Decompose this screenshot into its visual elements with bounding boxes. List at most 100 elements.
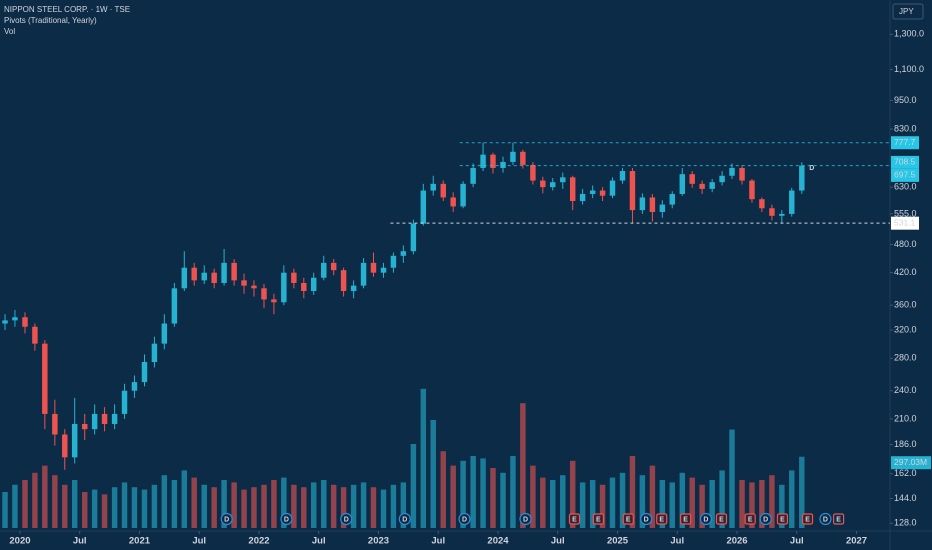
candle-body xyxy=(131,382,138,391)
indicator-label: Vol xyxy=(4,27,15,36)
event-label: E xyxy=(836,516,841,523)
event-icon xyxy=(398,512,411,526)
level-label: 777.7 xyxy=(894,137,916,147)
volume-bar xyxy=(101,494,108,528)
candle-body xyxy=(530,164,536,181)
candle-body xyxy=(181,267,188,289)
y-tick-label: 280.0 xyxy=(894,353,917,363)
volume-bar xyxy=(560,475,566,528)
event-label: D xyxy=(823,516,828,523)
volume-bar xyxy=(360,482,367,528)
volume-bar xyxy=(330,484,337,528)
x-tick-label: Jul xyxy=(551,536,565,547)
candle-body xyxy=(291,272,297,283)
volume-bar xyxy=(340,487,347,528)
volume-bar xyxy=(420,388,427,528)
candle-body xyxy=(32,326,38,344)
volume-bar xyxy=(241,489,247,528)
candle-body xyxy=(151,343,158,363)
candle-body xyxy=(171,288,178,324)
y-tick-label: 186.0 xyxy=(894,439,917,449)
volume-bar xyxy=(380,489,387,528)
volume-bar xyxy=(62,484,68,528)
x-tick-label: Jul xyxy=(312,536,326,547)
volume-bar xyxy=(609,477,616,528)
volume-bar xyxy=(71,480,78,528)
event-label: E xyxy=(748,516,753,523)
candle-body xyxy=(121,390,128,414)
candle-body xyxy=(161,323,168,344)
volume-bar xyxy=(629,456,636,528)
event-icon xyxy=(680,513,692,525)
event-label: D xyxy=(462,516,467,523)
x-tick-label: Jul xyxy=(73,536,87,547)
volume-bar xyxy=(569,460,576,528)
candle-body xyxy=(321,262,327,278)
volume-bar xyxy=(699,484,705,528)
volume-bar xyxy=(589,480,596,528)
event-icon xyxy=(622,513,634,525)
x-tick-label: 2020 xyxy=(9,536,30,547)
volume-bar xyxy=(12,484,18,528)
candle-body xyxy=(22,317,28,327)
event-marker: E xyxy=(776,513,789,525)
volume-bar xyxy=(42,465,48,528)
currency-label[interactable]: JPY xyxy=(899,7,914,16)
event-icon xyxy=(699,512,713,526)
candle-body xyxy=(440,183,446,198)
volume-bar xyxy=(310,482,317,528)
event-marker: D xyxy=(640,512,653,526)
event-marker: E xyxy=(801,513,814,525)
event-marker: E xyxy=(744,513,756,525)
volume-bar xyxy=(301,487,307,528)
event-icon xyxy=(519,512,532,526)
event-label: E xyxy=(683,516,688,523)
candle-body xyxy=(629,171,636,211)
volume-bar xyxy=(440,451,446,528)
event-icon xyxy=(715,513,728,525)
candle-body xyxy=(789,190,795,214)
volume-bar xyxy=(251,487,257,528)
event-label: E xyxy=(805,516,810,523)
volume-bar xyxy=(111,487,118,528)
candle-body xyxy=(799,165,805,191)
level-label-box xyxy=(891,216,919,230)
candle-body xyxy=(410,223,417,252)
volume-bar xyxy=(749,482,755,528)
currency-button[interactable] xyxy=(892,3,924,20)
y-tick-label: 1,300.0 xyxy=(894,29,924,39)
event-icon xyxy=(744,513,756,525)
candle-body xyxy=(82,423,88,430)
chart-title: NIPPON STEEL CORP. · 1W · TSE xyxy=(4,5,130,14)
event-label: E xyxy=(780,516,785,523)
candle-body xyxy=(520,151,526,165)
volume-bar xyxy=(510,456,516,528)
volume-bar xyxy=(649,465,656,528)
candle-body xyxy=(211,272,217,283)
candle-body xyxy=(490,154,496,168)
volume-bar xyxy=(370,487,377,528)
volume-bar xyxy=(151,484,158,528)
x-tick-label: 2025 xyxy=(607,536,629,547)
volume-bar xyxy=(221,480,227,528)
volume-bar xyxy=(450,465,456,528)
y-tick-label: 240.0 xyxy=(894,385,917,395)
candle-body xyxy=(380,267,387,273)
candle-body xyxy=(191,267,197,281)
level-label-box xyxy=(891,168,919,182)
event-icon xyxy=(656,513,668,525)
y-tick-label: 1,100.0 xyxy=(894,64,924,74)
x-tick-label: 2022 xyxy=(248,536,269,547)
event-label: D xyxy=(402,516,407,523)
volume-bar xyxy=(231,482,237,528)
candle-body xyxy=(540,180,546,188)
volume-bar xyxy=(669,482,675,528)
level-label-box xyxy=(891,155,919,169)
candle-body xyxy=(560,177,566,183)
candle-body xyxy=(201,272,207,281)
volume-bar xyxy=(769,475,775,528)
price-marker: D xyxy=(809,165,814,172)
event-icon xyxy=(568,513,581,525)
volume-bar xyxy=(32,472,38,528)
